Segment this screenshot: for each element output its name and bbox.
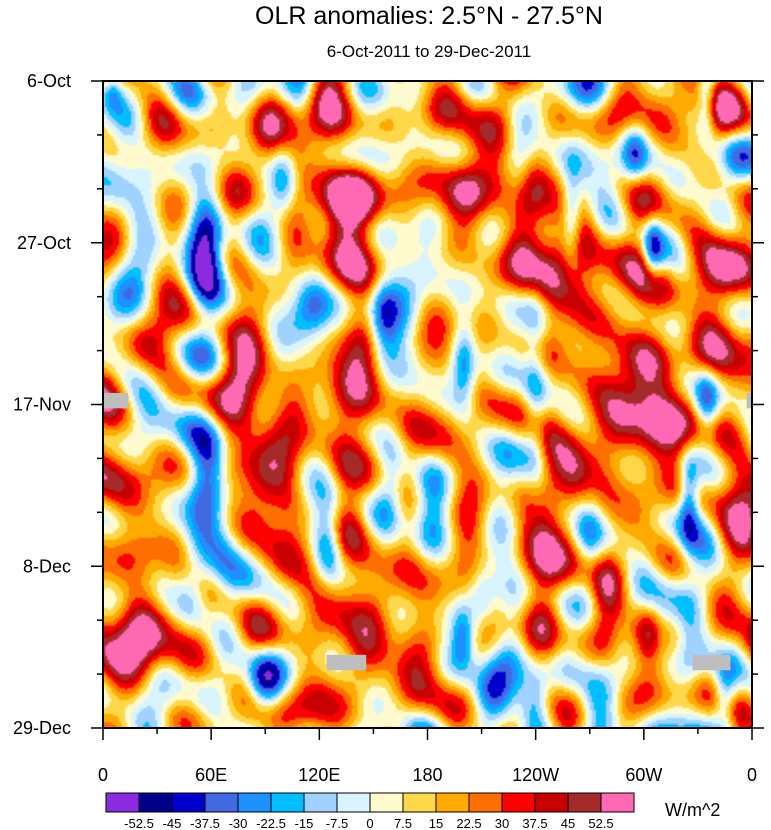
colorbar-label: 22.5 (456, 816, 481, 830)
heatmap-image-group (103, 81, 752, 728)
colorbar-label: 15 (429, 816, 443, 830)
chart-title: OLR anomalies: 2.5°N - 27.5°N (255, 2, 603, 30)
y-tick-label: 29-Dec (13, 718, 71, 738)
missing-data-patch (746, 392, 752, 409)
colorbar-label: -15 (295, 816, 314, 830)
x-tick-label: 0 (747, 765, 757, 785)
x-axis: 0 60E 120E 180 120W 60W 0 (98, 728, 757, 785)
colorbar-label: 0 (366, 816, 373, 830)
colorbar-label: 7.5 (394, 816, 412, 830)
x-tick-label: 60E (195, 765, 227, 785)
colorbar-swatch (303, 792, 338, 813)
colorbar-swatch (600, 792, 635, 813)
x-tick-label: 0 (98, 765, 108, 785)
y-tick-label: 17-Nov (13, 395, 71, 415)
colorbar-units: W/m^2 (665, 800, 720, 820)
colorbar-label: 45 (561, 816, 575, 830)
colorbar-swatch (138, 792, 173, 813)
colorbar-swatch (501, 792, 536, 813)
colorbar-swatch (270, 792, 305, 813)
colorbar-swatch (336, 792, 371, 813)
colorbar-swatch (468, 792, 503, 813)
colorbar-swatch (204, 792, 239, 813)
missing-data-group (103, 392, 752, 671)
x-tick-label: 120E (298, 765, 340, 785)
missing-data-patch (103, 392, 129, 409)
colorbar-swatch (369, 792, 404, 813)
missing-data-patch (326, 654, 367, 671)
x-tick-label: 120W (512, 765, 559, 785)
colorbar-swatch (237, 792, 272, 813)
colorbar-swatch (105, 792, 140, 813)
x-tick-label: 180 (412, 765, 442, 785)
colorbar-label: -45 (163, 816, 182, 830)
colorbar-swatch (567, 792, 602, 813)
colorbar-label: -30 (229, 816, 248, 830)
y-tick-label: 6-Oct (27, 71, 71, 91)
heatmap-image (103, 81, 752, 728)
colorbar-swatch (402, 792, 437, 813)
x-tick-label: 60W (625, 765, 662, 785)
colorbar-label: 37.5 (522, 816, 547, 830)
colorbar: -52.5 -45 -37.5 -30 -22.5 -15 -7.5 0 7.5 15 22.5 30… (105, 792, 635, 830)
colorbar-label: -52.5 (124, 816, 154, 830)
colorbar-label: -37.5 (190, 816, 220, 830)
colorbar-swatch (171, 792, 206, 813)
colorbar-swatch (534, 792, 569, 813)
colorbar-label: 52.5 (588, 816, 613, 830)
y-axis: 6-Oct 27-Oct 17-Nov 8-Dec 29-Dec (13, 71, 764, 738)
missing-data-patch (692, 654, 731, 671)
colorbar-label: -7.5 (326, 816, 348, 830)
chart-subtitle: 6-Oct-2011 to 29-Dec-2011 (327, 42, 531, 61)
y-tick-label: 8-Dec (23, 556, 71, 576)
colorbar-label: 30 (495, 816, 509, 830)
y-tick-label: 27-Oct (17, 233, 71, 253)
colorbar-swatch (435, 792, 470, 813)
colorbar-label: -22.5 (256, 816, 286, 830)
